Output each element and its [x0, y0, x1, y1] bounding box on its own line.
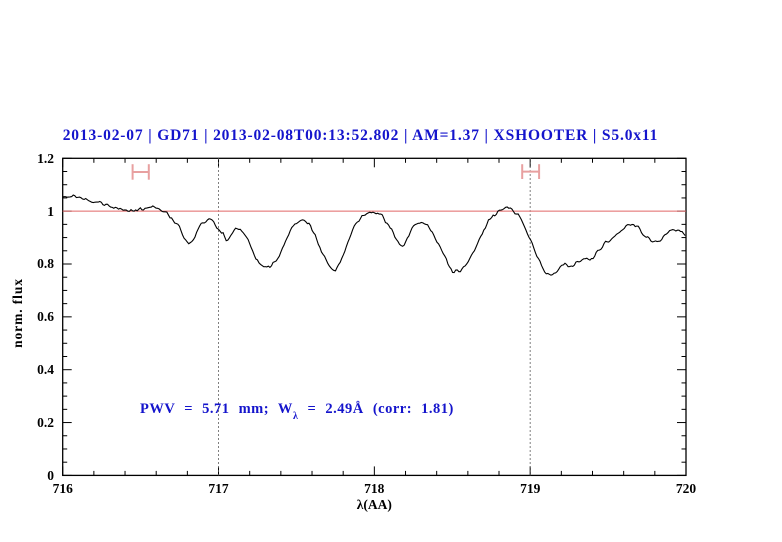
svg-text:0: 0: [47, 468, 54, 483]
svg-text:0.6: 0.6: [37, 309, 54, 324]
svg-text:1: 1: [47, 204, 54, 219]
svg-text:PWV = 5.71 mm; Wλ = 2.49Å (cor: PWV = 5.71 mm; Wλ = 2.49Å (corr: 1.81): [140, 401, 454, 422]
svg-text:717: 717: [208, 481, 229, 496]
svg-text:0.2: 0.2: [37, 415, 54, 430]
svg-text:0.8: 0.8: [37, 256, 54, 271]
svg-text:716: 716: [53, 481, 74, 496]
svg-text:λ(AA): λ(AA): [357, 497, 392, 512]
svg-text:0.4: 0.4: [37, 362, 54, 377]
svg-text:718: 718: [364, 481, 385, 496]
svg-text:2013-02-07 | GD71 | 2013-02-08: 2013-02-07 | GD71 | 2013-02-08T00:13:52.…: [63, 127, 659, 144]
svg-text:1.2: 1.2: [37, 151, 54, 166]
svg-text:719: 719: [520, 481, 541, 496]
svg-text:norm. flux: norm. flux: [10, 278, 25, 348]
svg-text:720: 720: [676, 481, 697, 496]
